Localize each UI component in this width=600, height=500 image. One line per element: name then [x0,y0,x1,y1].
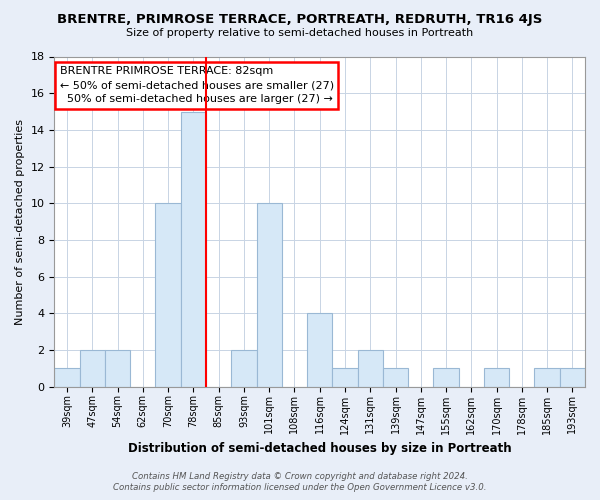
Y-axis label: Number of semi-detached properties: Number of semi-detached properties [15,118,25,324]
Text: BRENTRE PRIMROSE TERRACE: 82sqm
← 50% of semi-detached houses are smaller (27)
 : BRENTRE PRIMROSE TERRACE: 82sqm ← 50% of… [60,66,334,104]
Bar [307,314,332,386]
X-axis label: Distribution of semi-detached houses by size in Portreath: Distribution of semi-detached houses by … [128,442,512,455]
Bar [560,368,585,386]
Bar [332,368,358,386]
Bar [535,368,560,386]
Bar [358,350,383,387]
Bar [55,368,80,386]
Bar [433,368,458,386]
Text: Contains HM Land Registry data © Crown copyright and database right 2024.
Contai: Contains HM Land Registry data © Crown c… [113,472,487,492]
Bar [80,350,105,387]
Bar [484,368,509,386]
Bar [231,350,257,387]
Bar [383,368,408,386]
Bar [181,112,206,386]
Text: BRENTRE, PRIMROSE TERRACE, PORTREATH, REDRUTH, TR16 4JS: BRENTRE, PRIMROSE TERRACE, PORTREATH, RE… [58,12,542,26]
Bar [257,203,282,386]
Bar [105,350,130,387]
Text: Size of property relative to semi-detached houses in Portreath: Size of property relative to semi-detach… [127,28,473,38]
Bar [155,203,181,386]
